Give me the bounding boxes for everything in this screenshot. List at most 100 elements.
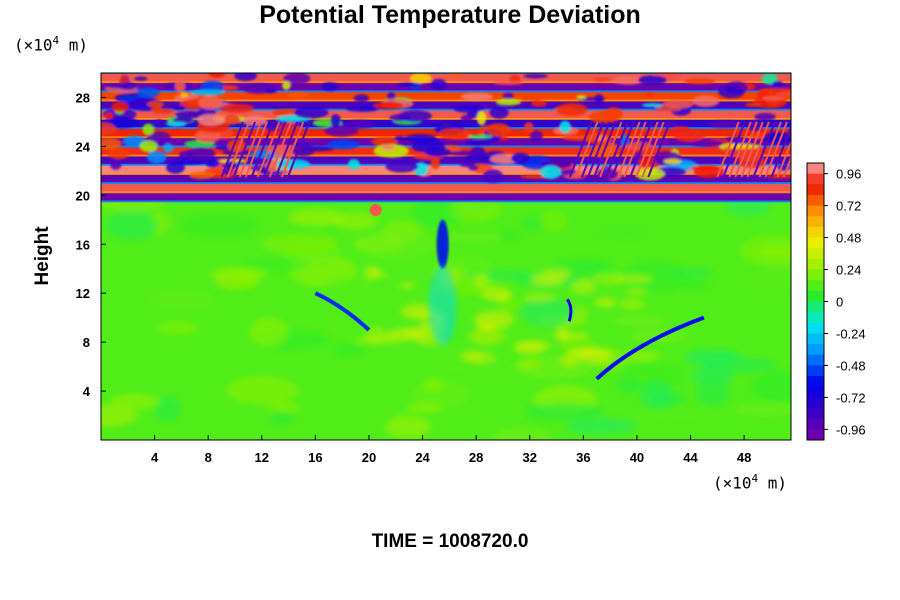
- turbulent-blob: [576, 95, 587, 100]
- colorbar-level: [807, 237, 824, 249]
- field-patch: [474, 310, 514, 329]
- turbulent-blob: [166, 161, 185, 174]
- turbulent-blob: [531, 100, 547, 107]
- field-patch: [616, 274, 652, 283]
- turbulent-blob: [495, 98, 522, 106]
- colorbar-tick-label: -0.24: [836, 326, 866, 341]
- field-patch: [148, 290, 216, 310]
- turbulent-blob: [134, 76, 148, 81]
- turbulent-blob: [330, 114, 341, 127]
- turbulent-blob: [588, 110, 621, 124]
- field-patch: [520, 297, 575, 327]
- colorbar-tick-label: 0.24: [836, 263, 861, 278]
- colorbar-tick-label: 0.72: [836, 199, 861, 214]
- field-patch: [106, 210, 158, 241]
- turbulent-blob: [641, 103, 664, 108]
- field-patch: [524, 402, 605, 421]
- wave-stripe: [776, 139, 791, 178]
- turbulent-blob: [404, 134, 437, 143]
- turbulent-blob: [196, 114, 226, 126]
- wave-stripe: [782, 155, 791, 178]
- turbulent-blob: [110, 160, 122, 170]
- turbulent-blob: [293, 106, 329, 119]
- turbulent-blob: [146, 150, 167, 164]
- field-patch: [208, 267, 269, 281]
- turbulent-blob: [482, 169, 504, 183]
- field-patch: [109, 393, 160, 410]
- y-tick-label: 12: [76, 286, 90, 301]
- turbulent-blob: [486, 123, 511, 137]
- wave-stripe: [238, 121, 263, 178]
- wave-stripe: [581, 121, 605, 178]
- stratified-band: [101, 155, 791, 166]
- wave-stripe: [274, 121, 299, 178]
- stratified-band: [101, 192, 791, 202]
- field-patch: [555, 327, 571, 342]
- field-patch: [574, 306, 587, 323]
- turbulent-blob: [673, 126, 690, 132]
- turbulent-blob: [397, 82, 423, 87]
- turbulent-blob: [489, 106, 509, 119]
- turbulent-blob: [411, 139, 446, 153]
- turbulent-blob: [205, 159, 220, 168]
- turbulent-blob: [265, 88, 277, 94]
- field-patch: [101, 404, 139, 427]
- colorbar-level: [807, 376, 824, 388]
- turbulent-blob: [398, 110, 432, 123]
- wave-stripe: [220, 121, 244, 178]
- colorbar-tick-label: 0: [836, 295, 843, 310]
- field-patch: [469, 328, 504, 346]
- wave-stripe: [629, 121, 653, 178]
- turbulent-blob: [763, 87, 791, 93]
- turbulent-blob: [684, 78, 716, 85]
- colorbar-level: [807, 269, 824, 281]
- field-patch: [514, 340, 551, 350]
- turbulent-blob: [692, 95, 720, 107]
- turbulent-blob: [594, 94, 604, 104]
- field-patch: [523, 293, 556, 302]
- colorbar-level: [807, 418, 824, 430]
- wave-stripe: [722, 121, 746, 178]
- x-tick-label: 28: [469, 450, 483, 465]
- colorbar-level: [807, 408, 824, 420]
- turbulent-blob: [282, 81, 291, 91]
- colorbar-level: [807, 173, 824, 185]
- wave-stripe: [575, 121, 599, 178]
- colorbar-level: [807, 258, 824, 271]
- turbulent-blob: [447, 150, 481, 156]
- turbulent-blob: [718, 85, 745, 99]
- stratified-band: [101, 73, 791, 83]
- turbulent-blob: [430, 157, 441, 170]
- wave-stripe: [569, 121, 593, 178]
- turbulent-blob: [559, 120, 571, 133]
- plot-frame: [100, 72, 792, 441]
- turbulent-blob: [754, 112, 776, 121]
- field-patch: [612, 315, 668, 327]
- turbulent-blob: [222, 114, 241, 125]
- field-patch: [616, 379, 642, 394]
- stratified-band: [101, 100, 791, 111]
- colorbar-level: [807, 216, 824, 228]
- wave-stripe: [268, 121, 293, 178]
- stratified-band: [101, 183, 791, 193]
- field-patch: [492, 427, 552, 440]
- wave-stripe: [728, 121, 752, 178]
- field-patch: [725, 198, 771, 216]
- colorbar-level: [807, 184, 824, 196]
- field-patch: [733, 402, 791, 418]
- x-tick-label: 8: [205, 450, 212, 465]
- turbulent-blob: [101, 137, 122, 150]
- wave-stripe: [617, 121, 641, 178]
- turbulent-blob: [476, 111, 487, 126]
- wave-stripe: [232, 121, 257, 178]
- wave-stripe: [599, 121, 623, 178]
- turbulent-blob: [105, 84, 129, 89]
- turbulent-blob: [345, 119, 375, 129]
- turbulent-blob: [381, 144, 395, 151]
- field-patch: [327, 318, 351, 334]
- band-edge: [101, 108, 791, 111]
- field-patch: [680, 279, 710, 290]
- field-patch: [441, 233, 504, 242]
- turbulent-blob: [347, 158, 360, 170]
